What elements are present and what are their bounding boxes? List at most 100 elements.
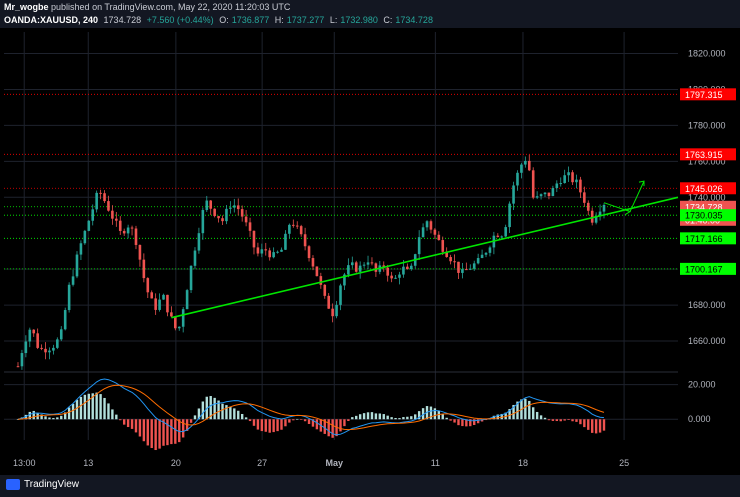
candle	[590, 207, 594, 226]
publisher-name[interactable]: Mr_wogbe	[4, 2, 49, 12]
candle-body	[79, 243, 83, 255]
candle	[158, 293, 161, 312]
y-axis-tick-label: 1780.000	[688, 120, 726, 130]
macd-histogram-bar	[119, 419, 122, 421]
tradingview-logo[interactable]: TradingView	[6, 479, 79, 490]
candle-body	[496, 235, 500, 237]
candle	[543, 192, 547, 198]
candle-body	[508, 203, 511, 228]
price-tag-support: 1717.166	[680, 232, 736, 245]
candle	[567, 166, 570, 182]
candle-body	[75, 254, 79, 277]
candle	[185, 288, 189, 310]
price-tag-label: 1730.035	[685, 211, 723, 221]
candle-body	[229, 207, 232, 209]
macd-histogram-bar	[248, 419, 252, 422]
candle-body	[240, 209, 244, 217]
candle	[319, 272, 323, 289]
candle	[327, 293, 330, 309]
candle-body	[138, 244, 142, 260]
candle-body	[217, 216, 220, 219]
candle	[583, 186, 586, 207]
candle-body	[343, 274, 346, 286]
candle-body	[118, 220, 122, 231]
candle	[213, 208, 216, 218]
macd-histogram-bar	[91, 393, 94, 420]
candle-body	[583, 192, 586, 203]
price-change: +7.560 (+0.44%)	[146, 15, 214, 25]
candle-body	[174, 316, 177, 329]
candle-body	[28, 329, 32, 342]
candle	[449, 254, 452, 265]
candle	[150, 290, 154, 299]
macd-histogram-bar	[453, 419, 456, 423]
candle-body	[579, 179, 582, 193]
chart-canvas[interactable]: 1820.0001800.0001780.0001760.0001740.000…	[0, 28, 740, 475]
macd-histogram-bar	[225, 405, 228, 420]
y-axis-tick-label: 1760.000	[688, 156, 726, 166]
candle	[28, 327, 32, 348]
macd-histogram-bar	[60, 415, 63, 420]
price-tag-bg	[680, 232, 736, 245]
macd-histogram-bar	[398, 418, 401, 420]
x-axis-tick-label: 11	[431, 458, 440, 468]
macd-histogram-bar	[461, 419, 464, 427]
candle-body	[201, 210, 205, 234]
macd-histogram-bar	[402, 417, 405, 420]
candle	[527, 154, 531, 172]
candle	[425, 220, 429, 231]
candle	[406, 263, 409, 270]
candle	[44, 342, 47, 360]
candle	[311, 255, 315, 271]
candle-body	[476, 258, 480, 264]
macd-histogram-bar	[366, 412, 370, 420]
candle	[181, 307, 185, 333]
candle	[484, 251, 488, 258]
candle	[480, 249, 484, 259]
macd-histogram-bar	[555, 419, 559, 422]
price-tag-label: 1763.915	[685, 150, 723, 160]
macd-histogram-bar	[288, 419, 291, 423]
macd-histogram-bar	[150, 419, 153, 449]
candle-body	[563, 175, 566, 184]
candle	[492, 231, 496, 255]
x-axis-tick-label: 27	[257, 458, 267, 468]
macd-histogram-bar	[154, 419, 157, 451]
candle	[295, 221, 299, 229]
macd-histogram-bar	[178, 419, 181, 443]
macd-histogram-bar	[587, 419, 590, 430]
macd-histogram-bar	[299, 419, 303, 420]
candle-body	[559, 183, 563, 185]
candle	[335, 301, 338, 319]
macd-histogram-bar	[594, 419, 598, 434]
macd-histogram-bar	[535, 411, 539, 420]
macd-histogram-bar	[201, 401, 205, 420]
candle-body	[398, 274, 401, 278]
candle	[453, 254, 456, 269]
macd-histogram-bar	[551, 419, 555, 421]
candle	[288, 223, 291, 239]
candle	[118, 216, 122, 235]
candle-body	[354, 262, 358, 272]
macd-histogram-bar	[122, 419, 126, 425]
candle	[75, 251, 79, 279]
candle	[539, 193, 543, 200]
macd-histogram-bar	[32, 410, 35, 420]
macd-histogram-bar	[181, 419, 185, 438]
price-tag-label: 1745.026	[685, 184, 723, 194]
ohlc-line: OANDA:XAUUSD, 240 1734.728 +7.560 (+0.44…	[4, 15, 436, 25]
candle	[115, 212, 118, 227]
candle	[547, 192, 551, 200]
candle-body	[32, 329, 36, 334]
macd-histogram-bar	[421, 408, 425, 420]
candle	[390, 271, 393, 283]
candle	[162, 293, 165, 300]
macd-histogram-bar	[311, 419, 315, 427]
candle	[284, 230, 287, 251]
candle	[67, 282, 71, 313]
symbol-label[interactable]: OANDA:XAUUSD, 240	[4, 15, 99, 25]
candle	[260, 243, 264, 258]
candle	[531, 167, 535, 200]
macd-histogram-bar	[52, 418, 55, 420]
candle-body	[480, 254, 484, 259]
